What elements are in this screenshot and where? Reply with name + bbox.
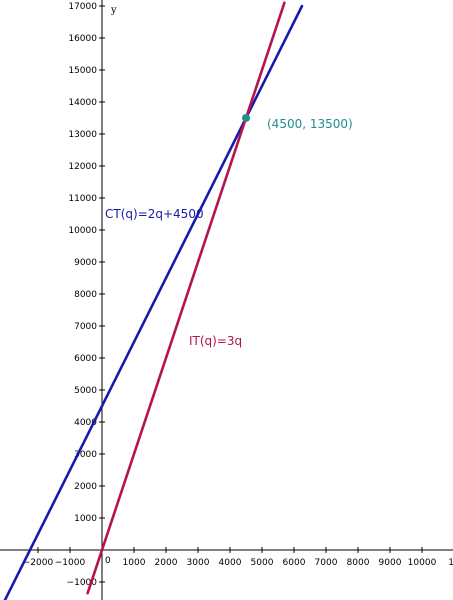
x-tick-label: 6000 <box>283 558 306 568</box>
data-points <box>242 114 250 122</box>
annotations: CT(q)=2q+4500 IT(q)=3q (4500, 13500) <box>105 117 353 348</box>
series-lines <box>3 1 304 600</box>
x-tick-label: 11 <box>448 558 453 568</box>
y-tick-label: 14000 <box>68 98 97 108</box>
y-tick-label: 13000 <box>68 130 97 140</box>
y-tick-label: 16000 <box>68 34 97 44</box>
origin-label: 0 <box>105 556 111 566</box>
x-tick-label: 9000 <box>379 558 402 568</box>
y-tick-label: 4000 <box>74 418 97 428</box>
ct-series-label: CT(q)=2q+4500 <box>105 207 204 221</box>
series-line-ct <box>3 4 304 600</box>
y-tick-label: 2000 <box>74 482 97 492</box>
y-tick-label: 6000 <box>74 354 97 364</box>
x-tick-label: 5000 <box>251 558 274 568</box>
x-tick-label: −1000 <box>55 558 86 568</box>
y-tick-label: 12000 <box>68 162 97 172</box>
x-tick-label: 2000 <box>155 558 178 568</box>
x-tick-label: 7000 <box>315 558 338 568</box>
x-tick-label: −2000 <box>23 558 54 568</box>
x-tick-label: 1000 <box>123 558 146 568</box>
y-axis-title: y <box>110 5 117 16</box>
y-axis-ticks: −1000 1000 2000 3000 4000 5000 6000 7000 8000 900… <box>67 2 105 588</box>
y-tick-label: 3000 <box>74 450 97 460</box>
y-tick-label: 5000 <box>74 386 97 396</box>
y-tick-label: 11000 <box>68 194 97 204</box>
x-tick-label: 4000 <box>219 558 242 568</box>
series-line-it <box>86 1 286 595</box>
y-tick-label: 9000 <box>74 258 97 268</box>
x-tick-label: 3000 <box>187 558 210 568</box>
y-tick-label: 15000 <box>68 66 97 76</box>
y-tick-label: 1000 <box>74 514 97 524</box>
y-tick-label: −1000 <box>67 578 98 588</box>
y-tick-label: 10000 <box>68 226 97 236</box>
y-tick-label: 7000 <box>74 322 97 332</box>
x-tick-label: 8000 <box>347 558 370 568</box>
y-tick-label: 8000 <box>74 290 97 300</box>
it-series-label: IT(q)=3q <box>189 334 242 348</box>
y-tick-label: 17000 <box>68 2 97 12</box>
x-axis-ticks: −2000 −1000 1000 2000 3000 4000 5000 6000 7000 80… <box>23 547 453 568</box>
intersection-label: (4500, 13500) <box>267 117 353 131</box>
x-tick-label: 10000 <box>408 558 437 568</box>
intersection-point <box>242 114 250 122</box>
